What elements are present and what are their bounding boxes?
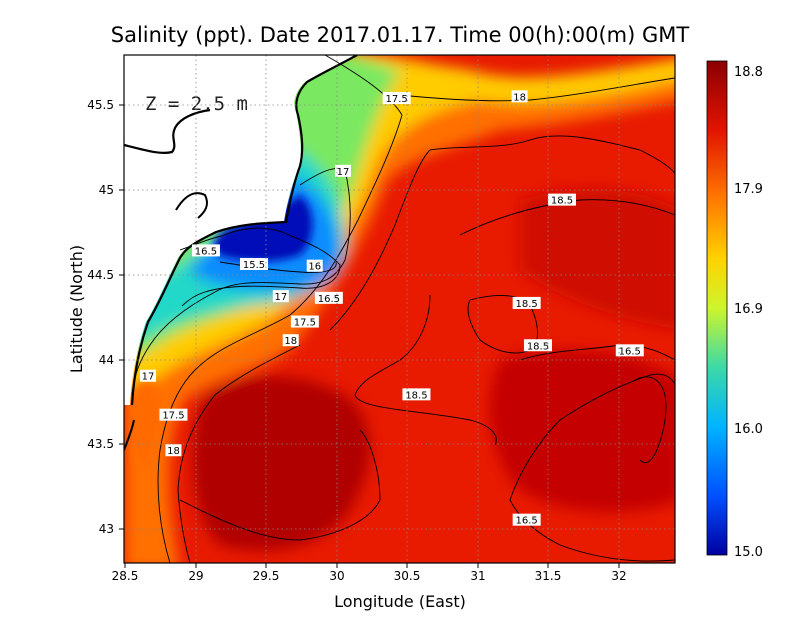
contour-label-bg [382,92,411,105]
coastline-south [124,419,135,451]
y-axis-title: Latitude (North) [67,245,86,373]
contour-label: 17.5 [162,411,184,422]
colorbar-label: 16.9 [734,302,763,317]
contour-label: 16.5 [195,246,217,257]
contour-labels: 17.5 18 17 18.5 16.5 15.5 16 17 16.5 17.5 18 18.5 18… [140,90,644,527]
contour-label: 17.5 [294,318,316,329]
y-tick-label: 43 [99,522,114,536]
x-tick-label: 31 [470,569,485,583]
x-tick-label: 28.5 [112,569,139,583]
contour-label-bg [306,259,323,272]
y-tick-labels: 43 43.5 44 44.5 45 45.5 [87,98,114,536]
colorbar-label: 16.0 [734,422,763,437]
coastal-orange-patch [131,381,162,470]
contour-label-bg [314,291,343,304]
x-tick-label: 29.5 [253,569,280,583]
deep-red-region-northeast [520,189,675,330]
contour-18-5-a [429,135,675,176]
contour-label-bg [272,290,289,303]
x-tick-label: 31.5 [535,569,562,583]
y-tick-label: 45 [99,183,114,197]
contour-label-bg [290,315,319,328]
contour-label: 17 [274,292,287,303]
contour-label: 17 [142,372,155,383]
contour-label-bg [402,388,431,401]
contour-label: 16 [308,262,321,273]
contour-label: 17 [337,167,350,178]
y-tick-label: 44 [99,353,114,367]
contour-label: 16.5 [619,346,641,357]
contour-label-bg [191,244,220,257]
contour-16-5-east [634,376,667,463]
contour-label-bg [165,444,182,457]
y-tick-label: 44.5 [87,268,114,282]
contour-label-bg [547,193,576,206]
contour-label: 18 [284,336,297,347]
colorbar: 18.8 17.9 16.9 16.0 15.0 [706,60,763,560]
grid [124,55,675,563]
contour-label-bg [334,164,351,177]
contour-label: 18 [167,446,180,457]
coastline [130,55,358,406]
contour-label-bg [512,513,541,526]
contour-label: 16.5 [516,516,538,527]
colorbar-label: 15.0 [734,545,763,560]
contour-label-bg [282,334,299,347]
depth-annotation: Z = 2.5 m [145,93,248,115]
coastline-inlet [175,192,208,219]
contour-lines [131,55,675,563]
x-tick-label: 32 [611,569,626,583]
contour-18-5-e [519,344,675,361]
contour-label: 18 [513,92,526,103]
contour-label-bg [523,339,552,352]
contour-18-5-d [354,294,497,446]
chart-title: Salinity (ppt). Date 2017.01.17. Time 00… [111,23,690,47]
contour-label: 15.5 [243,260,265,271]
coastline-lake [124,108,211,154]
contour-label-bg [239,257,268,270]
colorbar-gradient [706,60,728,556]
colorbar-label: 18.8 [734,65,763,80]
contour-18-5-sw [179,429,381,541]
tick-marks [119,104,620,568]
land-mass [124,55,355,405]
x-tick-label: 30 [329,569,344,583]
x-axis-title: Longitude (East) [334,592,466,611]
contour-label: 18.5 [551,196,573,207]
contour-label-bg [512,296,541,309]
contour-label-bg [511,90,528,103]
colorbar-label: 17.9 [734,182,763,197]
x-tick-label: 29 [188,569,203,583]
salinity-field: 17.5 18 17 18.5 16.5 15.5 16 17 16.5 17.5 18 18.5 18… [124,55,675,563]
contour-label-bg [615,344,644,357]
contour-label: 17.5 [386,94,408,105]
contour-label: 18.5 [527,341,549,352]
y-tick-label: 45.5 [87,98,114,112]
contour-17-5 [157,55,403,563]
deep-red-region-east [489,349,675,513]
contour-label: 16.5 [318,294,340,305]
contour-16-5 [179,227,341,307]
contour-18 [177,77,675,563]
x-tick-labels: 28.5 29 29.5 30 30.5 31 31.5 32 [112,569,627,583]
deep-red-region-south [193,376,370,551]
contour-18-5-b [459,199,675,236]
y-tick-label: 43.5 [87,437,114,451]
plot-frame [123,54,676,564]
contour-label: 18.5 [516,299,538,310]
contour-label: 18.5 [405,390,427,401]
contour-label-bg [159,408,188,421]
contour-label-bg [140,369,157,382]
x-tick-label: 30.5 [394,569,421,583]
